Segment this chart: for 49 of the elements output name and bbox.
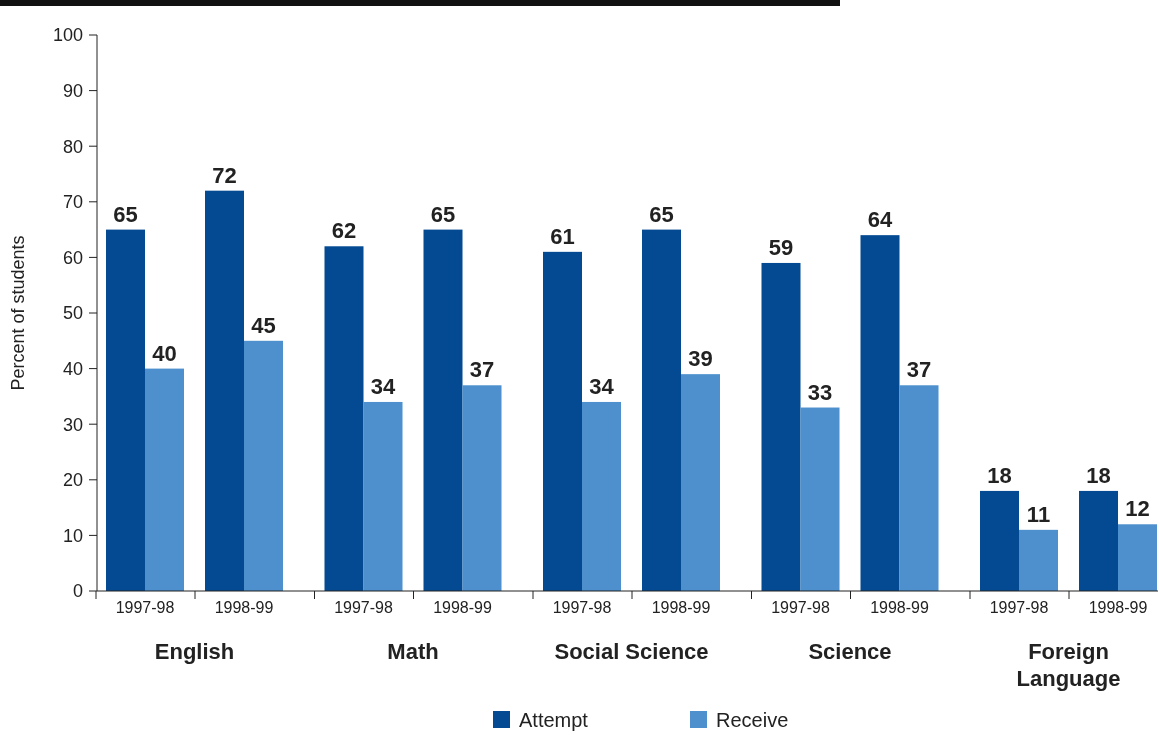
legend-label: Attempt bbox=[519, 709, 589, 731]
x-tick-label: 1998-99 bbox=[651, 599, 711, 616]
text: Science bbox=[808, 639, 892, 664]
y-tick-label: 70 bbox=[62, 192, 83, 213]
y-tick-label: 40 bbox=[62, 358, 83, 379]
data-label: 37 bbox=[469, 357, 495, 383]
data-label: 61 bbox=[550, 223, 575, 249]
data-label: 18 bbox=[1086, 462, 1111, 488]
data-label: 34 bbox=[589, 373, 615, 399]
text: Foreign Language bbox=[1016, 639, 1121, 691]
y-tick-label: 50 bbox=[62, 303, 83, 324]
x-tick-label: 1998-99 bbox=[433, 599, 492, 616]
data-label: 65 bbox=[649, 201, 674, 227]
data-label: 34 bbox=[370, 373, 396, 399]
text: English bbox=[154, 639, 235, 664]
data-label: 62 bbox=[331, 218, 357, 244]
x-tick-label: 1997-98 bbox=[989, 599, 1049, 616]
x-tick-label: 1997-98 bbox=[334, 599, 393, 616]
y-axis-title: Percent of students bbox=[8, 235, 28, 391]
data-label: 59 bbox=[768, 234, 794, 260]
data-label: 39 bbox=[688, 346, 713, 372]
y-tick-label: 100 bbox=[52, 25, 83, 46]
data-label: 37 bbox=[906, 357, 932, 383]
data-label: 12 bbox=[1125, 496, 1150, 522]
legend-label: Receive bbox=[716, 709, 789, 731]
data-label: 72 bbox=[212, 162, 237, 188]
data-label: 40 bbox=[152, 340, 177, 366]
y-tick-label: 30 bbox=[62, 414, 83, 435]
y-tick-label: 10 bbox=[62, 525, 83, 546]
data-label: 65 bbox=[113, 201, 138, 227]
text: Math bbox=[387, 639, 439, 664]
data-label: 65 bbox=[430, 201, 456, 227]
x-tick-label: 1998-99 bbox=[1088, 599, 1148, 616]
y-tick-label: 20 bbox=[62, 470, 83, 491]
y-tick-label: 80 bbox=[62, 136, 83, 157]
data-label: 64 bbox=[867, 207, 893, 233]
x-tick-label: 1997-98 bbox=[115, 599, 175, 616]
data-label: 33 bbox=[807, 379, 833, 405]
y-tick-label: 60 bbox=[62, 247, 83, 268]
x-tick-label: 1998-99 bbox=[214, 599, 274, 616]
y-tick-label: 0 bbox=[72, 581, 83, 602]
x-tick-label: 1998-99 bbox=[870, 599, 929, 616]
x-tick-label: 1997-98 bbox=[552, 599, 612, 616]
data-label: 45 bbox=[251, 312, 276, 338]
x-tick-label: 1997-98 bbox=[771, 599, 830, 616]
y-tick-label: 90 bbox=[62, 80, 83, 101]
data-label: 18 bbox=[987, 462, 1012, 488]
text: Social Science bbox=[554, 639, 709, 664]
data-label: 11 bbox=[1026, 501, 1051, 527]
